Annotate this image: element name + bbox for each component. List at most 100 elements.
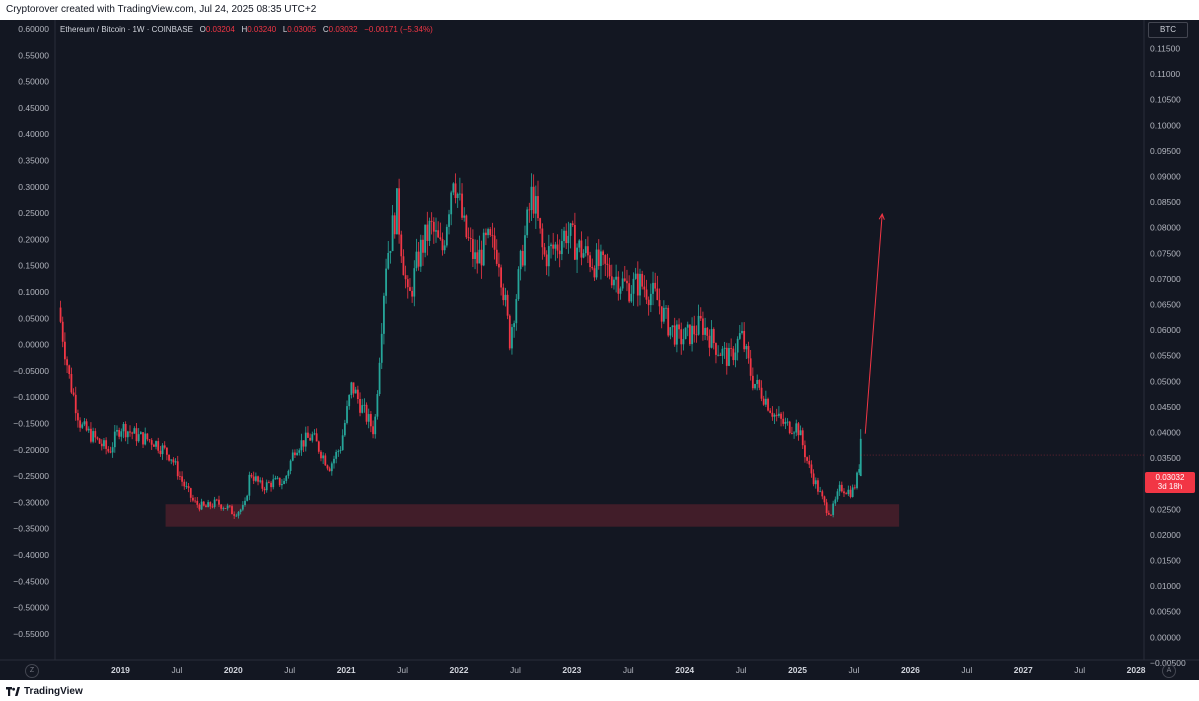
- auto-scale-button[interactable]: A: [1162, 664, 1176, 678]
- candle-body: [196, 500, 199, 505]
- candle-body: [311, 434, 314, 441]
- candle-body: [285, 475, 288, 481]
- candle-body: [109, 451, 112, 453]
- candle-body: [797, 423, 800, 436]
- candle-body: [725, 347, 728, 366]
- candle-body: [157, 441, 160, 451]
- candle-body: [595, 249, 598, 278]
- candle-body: [775, 414, 778, 416]
- open-value: 0.03204: [205, 25, 235, 34]
- candle-body: [192, 497, 194, 501]
- symbol-legend: Ethereum / Bitcoin · 1W · COINBASE O0.03…: [60, 25, 433, 34]
- candle-body: [205, 505, 207, 508]
- candle-body: [72, 392, 75, 395]
- time-axis-tick-label: 2024: [675, 665, 694, 675]
- candle-body: [159, 450, 162, 455]
- candle-body: [764, 398, 767, 405]
- candles-group: [59, 173, 861, 519]
- candle-body: [856, 472, 858, 489]
- time-axis-tick-label: 2020: [224, 665, 243, 675]
- candle-body: [732, 348, 735, 361]
- price-chart[interactable]: 0.60000 0.55000 0.50000 0.45000 0.40000 0.350…: [0, 20, 1199, 680]
- zoom-scale-button[interactable]: Z: [25, 664, 39, 678]
- candle-body: [348, 395, 351, 407]
- high-value: 0.03240: [247, 25, 277, 34]
- right-axis-tick-label: 0.00000: [1150, 632, 1181, 642]
- currency-badge[interactable]: BTC: [1148, 22, 1188, 38]
- last-price-tag: 0.03032 3d 18h: [1145, 472, 1195, 493]
- chart-area[interactable]: [0, 20, 1199, 680]
- candle-body: [341, 435, 344, 451]
- candle-body: [116, 429, 118, 432]
- candle-body: [799, 430, 802, 436]
- candle-body: [393, 215, 396, 235]
- candle-body: [636, 273, 639, 296]
- candle-body: [244, 500, 246, 506]
- candle-body: [550, 244, 552, 247]
- right-axis-tick-label: 0.11500: [1150, 44, 1180, 54]
- candle-body: [675, 324, 678, 345]
- candle-body: [569, 223, 572, 236]
- candle-body: [513, 323, 516, 328]
- candle-body: [452, 183, 455, 193]
- close-label: C: [322, 25, 329, 34]
- candle-body: [274, 478, 277, 480]
- candle-body: [751, 375, 754, 389]
- candle-body: [563, 230, 565, 242]
- candle-body: [543, 247, 546, 255]
- projection-arrow-head: [878, 212, 885, 220]
- candle-body: [780, 413, 782, 419]
- candle-body: [715, 343, 717, 355]
- candle-body: [613, 279, 615, 286]
- candle-body: [352, 382, 355, 394]
- candle-body: [767, 398, 769, 411]
- candle-body: [728, 347, 730, 366]
- candle-body: [120, 431, 123, 437]
- candle-body: [90, 428, 92, 442]
- candle-body: [482, 232, 485, 266]
- candle-body: [678, 324, 680, 330]
- candle-body: [524, 235, 526, 266]
- candle-body: [834, 499, 837, 504]
- right-axis-tick-label: 0.01000: [1150, 581, 1181, 591]
- candle-body: [619, 288, 622, 294]
- candle-body: [213, 499, 216, 507]
- candle-body: [391, 215, 394, 252]
- candle-body: [769, 410, 772, 413]
- open-label: O: [199, 25, 206, 34]
- time-axis-tick-label: 2019: [111, 665, 130, 675]
- left-axis-tick-label: −0.40000: [13, 550, 49, 560]
- candle-body: [639, 273, 641, 296]
- candle-body: [708, 335, 711, 348]
- candle-body: [365, 404, 368, 422]
- candle-body: [665, 307, 667, 309]
- right-axis-tick-label: 0.10000: [1150, 120, 1181, 130]
- candle-body: [819, 491, 822, 493]
- candle-body: [257, 476, 259, 482]
- left-axis-tick-label: 0.40000: [18, 129, 49, 139]
- candle-body: [454, 183, 457, 199]
- candle-body: [573, 225, 576, 260]
- right-axis-tick-label: 0.08000: [1150, 223, 1181, 233]
- left-axis-tick-label: −0.35000: [13, 524, 49, 534]
- time-axis-tick-label: Jul: [623, 665, 634, 675]
- candle-body: [131, 432, 134, 434]
- right-axis-tick-label: 0.04000: [1150, 428, 1181, 438]
- candle-body: [589, 255, 591, 268]
- left-axis-tick-label: 0.45000: [18, 103, 49, 113]
- time-axis-tick-label: Jul: [397, 665, 408, 675]
- candle-body: [478, 249, 481, 264]
- left-axis-tick-label: −0.30000: [13, 497, 49, 507]
- candle-body: [181, 476, 183, 482]
- left-axis-tick-label: −0.10000: [13, 392, 49, 402]
- candle-body: [626, 280, 628, 284]
- candle-body: [337, 450, 340, 452]
- candle-body: [144, 433, 147, 445]
- candle-body: [814, 480, 817, 485]
- low-value: 0.03005: [287, 25, 317, 34]
- candle-body: [643, 286, 646, 290]
- candle-body: [560, 241, 563, 255]
- tradingview-logo[interactable]: TradingView: [6, 685, 83, 697]
- candle-body: [396, 188, 398, 235]
- candle-body: [369, 414, 372, 427]
